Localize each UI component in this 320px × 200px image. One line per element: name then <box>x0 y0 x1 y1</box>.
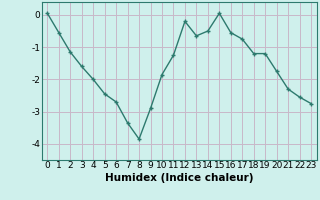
X-axis label: Humidex (Indice chaleur): Humidex (Indice chaleur) <box>105 173 253 183</box>
